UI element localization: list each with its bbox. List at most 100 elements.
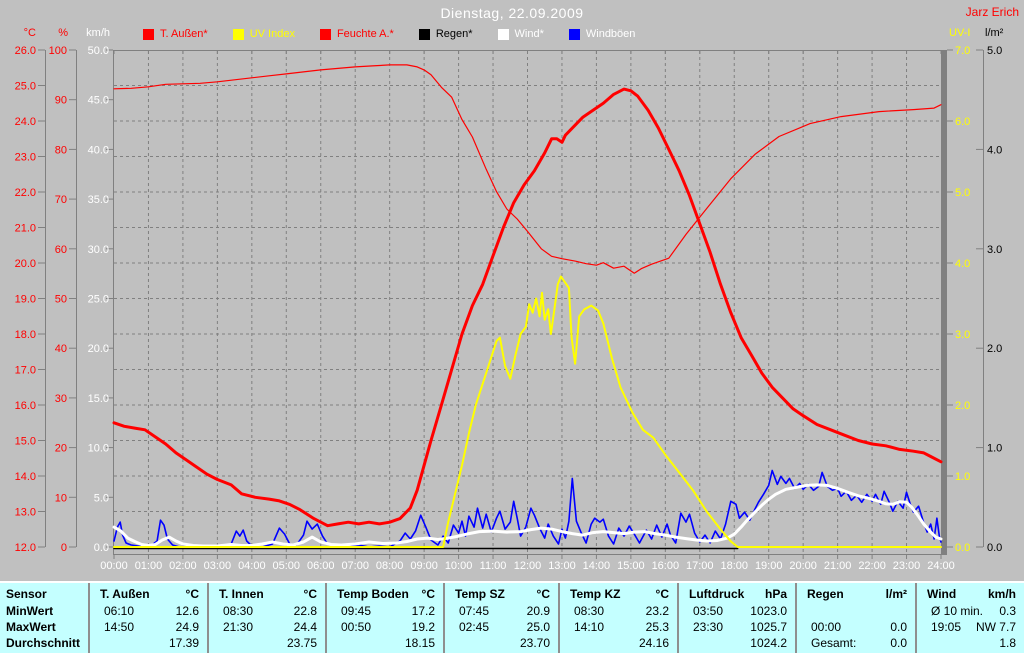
- axis-tick-label-temp: 21.0: [15, 223, 36, 235]
- cell-value: 24.4: [293, 620, 317, 634]
- cell-time: 21:30: [223, 620, 254, 634]
- cell-value: 12.6: [175, 604, 199, 618]
- table-column-header: T. Innen °C: [209, 585, 325, 603]
- cell-time: 06:10: [104, 604, 135, 618]
- legend-swatch-icon: [319, 28, 331, 40]
- axis-tick-label-wind: 20.0: [88, 343, 109, 355]
- axis-tick-label-temp: 22.0: [15, 187, 36, 199]
- series-uv-index: [113, 275, 942, 548]
- axis-tick-label-humidity: 60: [55, 244, 67, 256]
- axis-tick-label-wind: 0.0: [94, 542, 109, 554]
- cell-value: NW 7.7: [975, 620, 1016, 634]
- cell-value: 17.2: [411, 604, 435, 618]
- legend-label: Windböen: [585, 28, 636, 40]
- sensor-unit: °C: [655, 587, 669, 601]
- axis-tick-label-uv: 6.0: [955, 116, 970, 128]
- axis-tick-label-uv: 7.0: [955, 45, 970, 57]
- wind-axis-unit-label: km/h: [86, 27, 110, 39]
- axis-tick-label-humidity: 50: [55, 294, 67, 306]
- watermark-author: Jarz Erich: [965, 5, 1019, 19]
- legend-label: UV Index: [249, 28, 295, 40]
- time-tick-label: 13:00: [548, 560, 576, 572]
- axis-tick-label-temp: 16.0: [15, 400, 36, 412]
- axis-tick-label-temp: 20.0: [15, 258, 36, 270]
- sensor-name: Luftdruck: [689, 587, 745, 601]
- table-row: 09:45 17.2: [327, 603, 443, 619]
- sensor-unit: °C: [421, 587, 435, 601]
- axis-tick-label-wind: 30.0: [88, 244, 109, 256]
- cell-value: 1.8: [999, 636, 1016, 650]
- axis-tick-label-humidity: 80: [55, 144, 67, 156]
- rain-axis-unit-label: l/m²: [985, 27, 1004, 39]
- cell-time: 07:45: [459, 604, 490, 618]
- cell-time: 19:05: [931, 620, 962, 634]
- table-column-wind: Wind km/h Ø 10 min. 0.3 19:05 NW 7.7 1.8: [915, 583, 1024, 653]
- table-row: 1024.2: [679, 635, 795, 651]
- uv-axis-unit-label: UV-I: [949, 27, 971, 39]
- table-row: 21:30 24.4: [209, 619, 325, 635]
- cell-value: 0.0: [890, 636, 907, 650]
- sensor-unit: °C: [185, 587, 199, 601]
- cell-time: 00:50: [341, 620, 372, 634]
- axis-tick-label-wind: 15.0: [88, 393, 109, 405]
- sensor-name: Temp Boden: [337, 587, 409, 601]
- time-tick-label: 03:00: [204, 560, 232, 572]
- cell-value: 19.2: [411, 620, 435, 634]
- time-tick-label: 06:00: [307, 560, 335, 572]
- axis-tick-label-temp: 26.0: [15, 45, 36, 57]
- table-column-header: T. Außen °C: [90, 585, 207, 603]
- table-row: Ø 10 min. 0.3: [917, 603, 1024, 619]
- axis-tick-label-temp: 15.0: [15, 436, 36, 448]
- cell-value: 1023.0: [750, 604, 787, 618]
- table-row-label: MinWert: [6, 604, 54, 618]
- time-tick-label: 05:00: [273, 560, 301, 572]
- table-column-header: Temp SZ °C: [445, 585, 558, 603]
- legend-label: Regen*: [435, 28, 473, 40]
- cell-value: 25.3: [645, 620, 669, 634]
- chart-canvas: 26.0 25.0 24.0 23.0 22.0 21.0 20.0 19.0 18.0 17.0…: [15, 45, 1003, 572]
- sensor-unit: °C: [303, 587, 317, 601]
- table-column-header: Temp Boden °C: [327, 585, 443, 603]
- table-row: [797, 603, 915, 619]
- time-tick-label: 15:00: [617, 560, 645, 572]
- legend-item-t-au-en-: T. Außen*: [143, 28, 208, 40]
- cell-time: 14:50: [104, 620, 135, 634]
- legend-label: Feuchte A.*: [336, 28, 394, 40]
- legend-item-wind-: Wind*: [497, 28, 544, 40]
- axis-tick-label-temp: 23.0: [15, 152, 36, 164]
- time-tick-label: 24:00: [927, 560, 955, 572]
- legend-swatch-icon: [568, 28, 580, 40]
- table-row: 1.8: [917, 635, 1024, 651]
- sensor-unit: km/h: [987, 587, 1016, 601]
- legend-swatch-icon: [418, 28, 430, 40]
- cell-value: 24.9: [175, 620, 199, 634]
- table-column-temp-sz: Temp SZ °C 07:45 20.9 02:45 25.0 23.70: [443, 583, 558, 653]
- table-row: 02:45 25.0: [445, 619, 558, 635]
- cell-time: 03:50: [693, 604, 724, 618]
- series-t-au-en: [112, 87, 943, 528]
- table-row: 23:30 1025.7: [679, 619, 795, 635]
- time-tick-label: 07:00: [341, 560, 369, 572]
- legend-label: T. Außen*: [160, 28, 208, 40]
- time-tick-label: 16:00: [652, 560, 680, 572]
- cell-time: 08:30: [574, 604, 605, 618]
- table-corner-header: Sensor: [6, 587, 47, 601]
- table-row: 23.75: [209, 635, 325, 651]
- table-row: 14:10 25.3: [560, 619, 677, 635]
- axis-tick-label-temp: 19.0: [15, 294, 36, 306]
- sensor-name: Regen: [807, 587, 844, 601]
- time-tick-label: 11:00: [480, 560, 507, 572]
- temp-axis-unit-label: °C: [23, 27, 36, 39]
- time-tick-label: 12:00: [514, 560, 542, 572]
- axis-tick-label-wind: 40.0: [88, 144, 109, 156]
- table-row: 24.16: [560, 635, 677, 651]
- sensor-name: Wind: [927, 587, 957, 601]
- time-tick-label: 21:00: [824, 560, 852, 572]
- axis-tick-label-temp: 14.0: [15, 471, 36, 483]
- time-tick-label: 22:00: [858, 560, 886, 572]
- table-row: 17.39: [90, 635, 207, 651]
- table-column-regen: Regen l/m² 00:00 0.0 Gesamt: 0.0: [795, 583, 915, 653]
- cell-value: 1025.7: [750, 620, 787, 634]
- time-tick-label: 00:00: [100, 560, 128, 572]
- table-row: Gesamt: 0.0: [797, 635, 915, 651]
